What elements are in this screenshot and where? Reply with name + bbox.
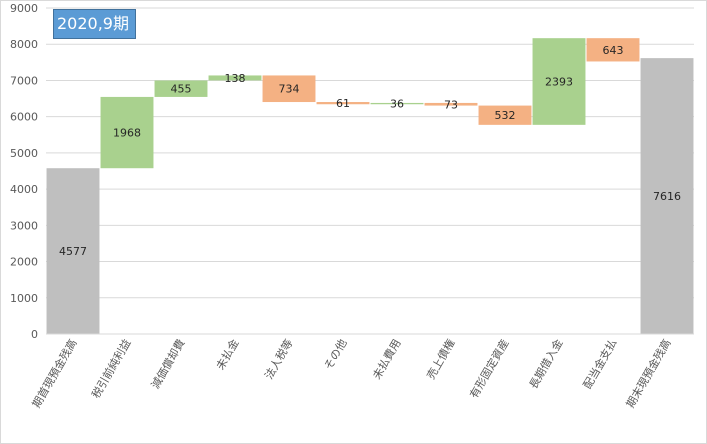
data-label: 73: [444, 98, 458, 111]
bar-increase: [208, 75, 262, 81]
data-label: 36: [390, 98, 404, 111]
bar-decrease: [316, 102, 370, 105]
bar-decrease: [478, 105, 532, 125]
bar-decrease: [586, 38, 640, 62]
period-badge: 2020,9期: [53, 9, 136, 39]
data-label: 643: [603, 44, 624, 57]
y-tick-label: 0: [31, 328, 38, 341]
y-tick-label: 9000: [10, 2, 38, 15]
data-label: 4577: [59, 245, 87, 258]
data-label: 2393: [545, 76, 573, 89]
bar-decrease: [424, 102, 478, 106]
y-tick-label: 2000: [10, 256, 38, 269]
x-tick-label: 未払費用: [369, 337, 403, 382]
data-label: 138: [225, 72, 246, 85]
x-tick-label: 配当金支払: [580, 337, 620, 392]
x-tick-label: 法人税等: [261, 337, 295, 382]
bar-decrease: [262, 75, 316, 103]
data-label: 7616: [653, 190, 681, 203]
x-tick-label: 期首現預金残高: [29, 337, 80, 411]
bar-total: [46, 168, 100, 334]
bar-total: [640, 58, 694, 334]
y-tick-label: 8000: [10, 38, 38, 51]
data-label: 734: [279, 83, 300, 96]
x-tick-label: 有形固定資産: [466, 337, 511, 401]
x-tick-label: 期末現預金残高: [623, 337, 674, 411]
y-tick-label: 4000: [10, 183, 38, 196]
data-label: 61: [336, 97, 350, 110]
y-tick-label: 5000: [10, 147, 38, 160]
data-label: 532: [495, 109, 516, 122]
y-tick-label: 6000: [10, 111, 38, 124]
x-tick-label: 未払金: [213, 337, 242, 373]
x-tick-label: 売上債権: [423, 337, 457, 382]
y-tick-label: 1000: [10, 292, 38, 305]
x-tick-label: 減価償却費: [148, 337, 188, 392]
data-label: 455: [171, 83, 192, 96]
bar-increase: [154, 80, 208, 97]
data-label: 1968: [113, 127, 141, 140]
bar-increase: [532, 38, 586, 125]
y-tick-label: 3000: [10, 219, 38, 232]
bar-increase: [370, 102, 424, 105]
bar-increase: [100, 96, 154, 169]
y-tick-label: 7000: [10, 74, 38, 87]
x-tick-label: 税引前純利益: [88, 337, 133, 401]
x-tick-label: その他: [322, 337, 350, 372]
x-tick-label: 長期借入金: [526, 337, 566, 392]
